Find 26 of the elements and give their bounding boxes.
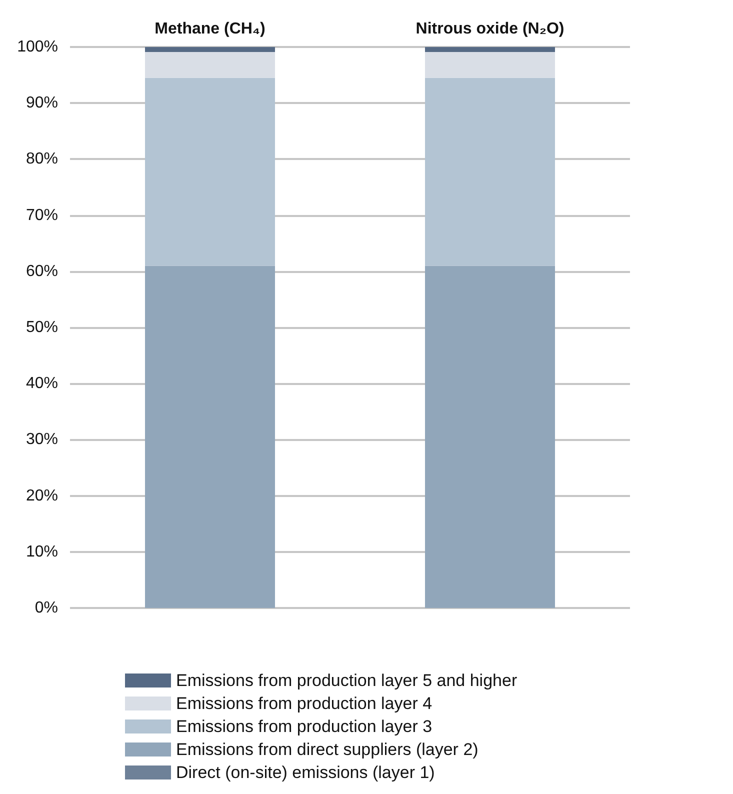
y-tick-label: 90% (26, 94, 58, 112)
y-tick-label: 60% (26, 262, 58, 280)
y-tick-label: 50% (26, 319, 58, 336)
y-tick-label: 30% (26, 431, 58, 448)
y-tick-label: 40% (26, 375, 58, 392)
bar (425, 47, 555, 52)
legend-label: Emissions from production layer 4 (176, 694, 432, 713)
legend-label: Emissions from production layer 5 and higher (176, 671, 518, 690)
bar (145, 52, 275, 78)
y-tick-label: 100% (17, 38, 58, 56)
bar (425, 266, 555, 608)
bar (425, 78, 555, 266)
y-tick-label: 80% (26, 150, 58, 168)
legend-label: Emissions from direct suppliers (layer 2) (176, 740, 478, 759)
legend-label: Direct (on-site) emissions (layer 1) (176, 763, 435, 782)
bar (425, 52, 555, 78)
bar (145, 78, 275, 266)
y-tick-label: 20% (26, 487, 58, 504)
legend-label: Emissions from production layer 3 (176, 717, 432, 736)
y-tick-label: 0% (34, 600, 58, 616)
x-tick-label: Methane (CH₄) (154, 20, 266, 38)
y-tick-label: 70% (26, 206, 58, 224)
x-tick-label: Nitrous oxide (N₂O) (416, 20, 564, 38)
bar (145, 47, 275, 52)
bar (145, 266, 275, 608)
y-tick-label: 10% (26, 543, 58, 560)
